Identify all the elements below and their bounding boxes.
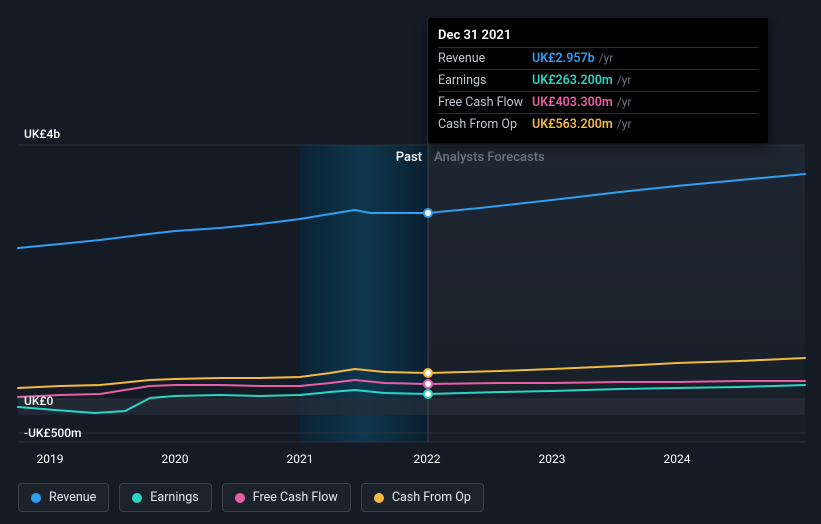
tooltip-row-revenue: RevenueUK£2.957b/yr	[438, 48, 758, 70]
legend-swatch	[374, 493, 384, 503]
chart-legend: Revenue Earnings Free Cash Flow Cash From O…	[18, 483, 484, 512]
tooltip-row-value: UK£563.200m	[532, 117, 613, 132]
section-label-forecast: Analysts Forecasts	[428, 150, 545, 165]
tooltip-row-label: Revenue	[438, 51, 532, 66]
tooltip-row-unit: /yr	[599, 51, 614, 65]
legend-label: Revenue	[49, 490, 96, 505]
series-marker-cfo	[424, 369, 432, 377]
y-tick-label: UK£4b	[24, 127, 60, 141]
legend-label: Earnings	[150, 490, 198, 505]
x-tick-label: 2024	[664, 452, 691, 466]
financials-chart: UK£4b UK£0 -UK£500m 2019 2020 2021 2022 2023 20…	[0, 0, 821, 524]
legend-label: Cash From Op	[392, 490, 471, 505]
chart-tooltip: Dec 31 2021 RevenueUK£2.957b/yrEarningsU…	[428, 18, 768, 143]
series-marker-revenue	[424, 209, 432, 217]
legend-swatch	[235, 493, 245, 503]
x-tick-label: 2023	[539, 452, 566, 466]
section-label-past: Past	[18, 150, 428, 165]
x-tick-label: 2019	[37, 452, 64, 466]
y-tick-label: -UK£500m	[24, 426, 82, 440]
y-tick-label: UK£0	[24, 394, 53, 408]
legend-item-cfo[interactable]: Cash From Op	[361, 483, 484, 512]
tooltip-row-value: UK£2.957b	[532, 51, 595, 66]
tooltip-row-fcf: Free Cash FlowUK£403.300m/yr	[438, 92, 758, 114]
x-tick-label: 2021	[287, 452, 314, 466]
tooltip-row-label: Earnings	[438, 73, 532, 88]
legend-item-earnings[interactable]: Earnings	[119, 483, 211, 512]
tooltip-row-unit: /yr	[617, 95, 632, 109]
x-tick-label: 2020	[162, 452, 189, 466]
tooltip-row-label: Free Cash Flow	[438, 95, 532, 110]
legend-label: Free Cash Flow	[253, 490, 338, 505]
tooltip-row-cfo: Cash From OpUK£563.200m/yr	[438, 114, 758, 135]
series-marker-fcf	[424, 380, 432, 388]
tooltip-row-unit: /yr	[617, 73, 632, 87]
tooltip-row-value: UK£263.200m	[532, 73, 613, 88]
tooltip-row-label: Cash From Op	[438, 117, 532, 132]
legend-item-fcf[interactable]: Free Cash Flow	[222, 483, 351, 512]
tooltip-title: Dec 31 2021	[438, 24, 758, 48]
legend-swatch	[31, 493, 41, 503]
tooltip-row-earnings: EarningsUK£263.200m/yr	[438, 70, 758, 92]
legend-item-revenue[interactable]: Revenue	[18, 483, 109, 512]
x-tick-label: 2022	[414, 452, 441, 466]
tooltip-row-unit: /yr	[617, 117, 632, 131]
legend-swatch	[132, 493, 142, 503]
series-marker-earnings	[424, 390, 432, 398]
tooltip-row-value: UK£403.300m	[532, 95, 613, 110]
